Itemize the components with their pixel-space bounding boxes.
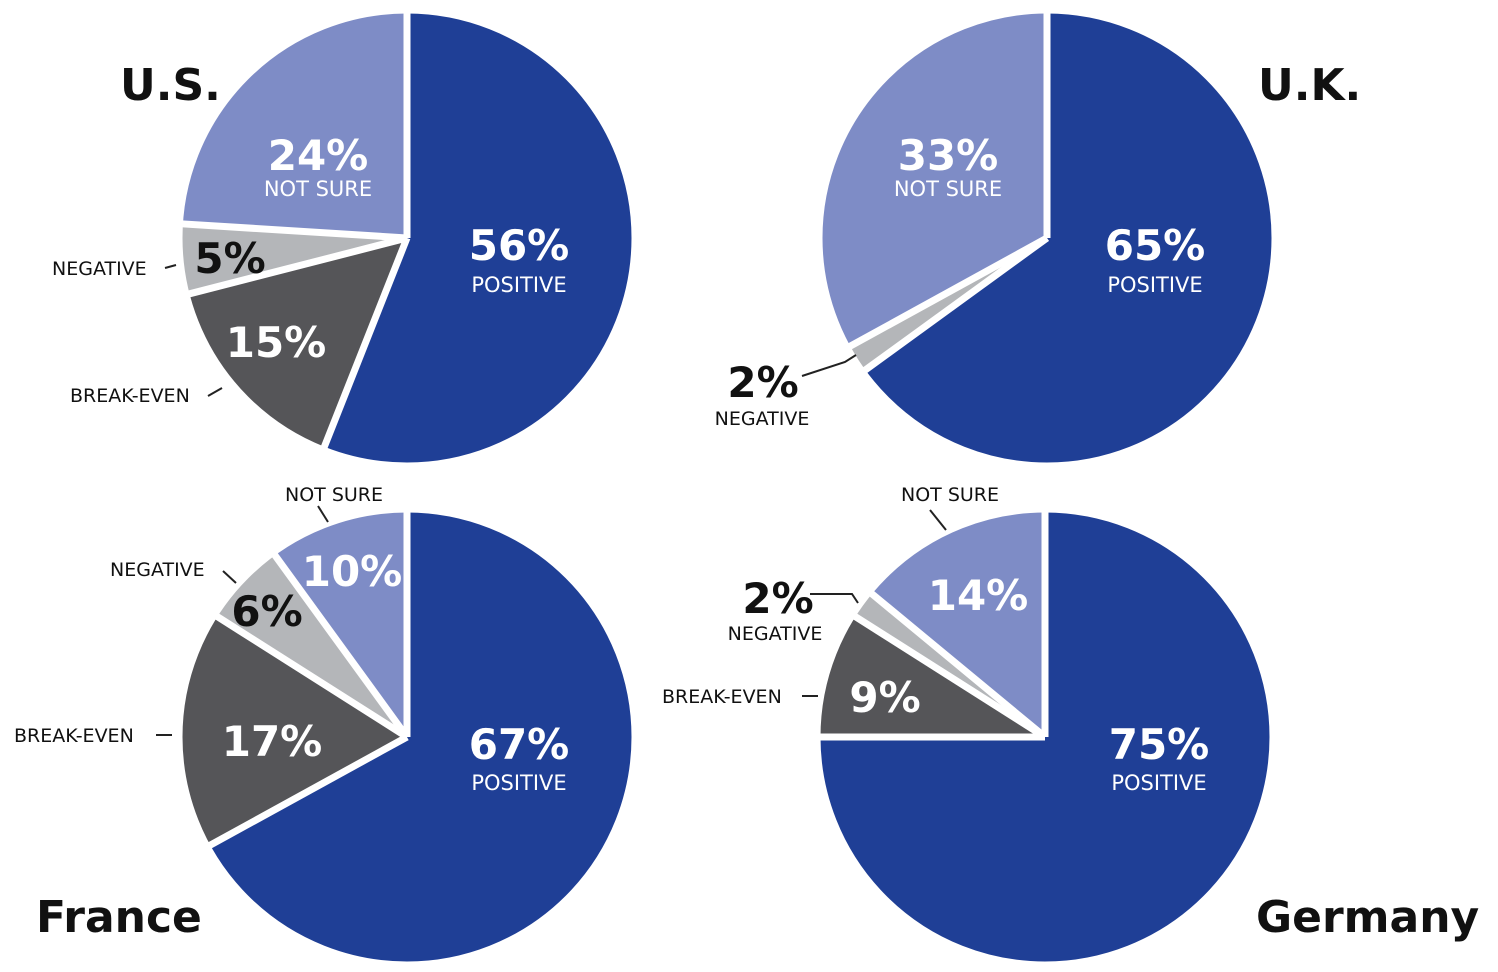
break-even-percent-label: 9% (849, 673, 920, 722)
negative-percent-label: 2% (742, 574, 813, 623)
negative-callout-label: NEGATIVE (110, 559, 205, 581)
country-title: Germany (1256, 892, 1479, 943)
slice-not-sure (820, 12, 1047, 347)
slice-positive (864, 12, 1273, 464)
pie-outline (179, 10, 635, 466)
positive-category-label: POSITIVE (1111, 771, 1206, 795)
slice-positive (208, 511, 633, 963)
negative-callout-label: NEGATIVE (715, 408, 810, 430)
positive-category-label: POSITIVE (1107, 273, 1202, 297)
positive-percent-label: 56% (469, 221, 570, 270)
slice-separator (850, 611, 1047, 740)
slice-not-sure (274, 511, 407, 737)
slice-positive (323, 12, 633, 465)
slice-separator (270, 550, 410, 740)
negative-callout-label: NEGATIVE (52, 258, 147, 280)
break-even-callout-label: BREAK-EVEN (14, 725, 134, 747)
slice-separator (860, 235, 1050, 375)
not-sure-callout-label: NOT SURE (901, 484, 999, 506)
country-title: France (36, 892, 202, 943)
pie-germany: Germany 75%POSITIVE 9% BREAK-EVEN 2%NEGATIVE… (662, 484, 1479, 965)
positive-category-label: POSITIVE (471, 771, 566, 795)
not-sure-leader-line (317, 505, 329, 523)
country-title: U.S. (120, 60, 221, 111)
negative-percent-label: 6% (231, 587, 302, 636)
pie-u-s: U.S. 56% POSITIVE 15% BREAK-EVEN 5% NEGATIVE 24… (52, 10, 635, 466)
not-sure-category-label: NOT SURE (894, 177, 1002, 201)
not-sure-callout-label: NOT SURE (285, 484, 383, 506)
break-even-leader-line (207, 387, 223, 397)
pie-outline (817, 509, 1273, 965)
slice-not-sure (870, 511, 1045, 737)
pie-outline (179, 509, 635, 965)
pie-france: France 67%POSITIVE 17% BREAK-EVEN 6% NEGATIVE… (14, 484, 635, 965)
slice-separator (845, 234, 1049, 351)
slice-separator (319, 236, 411, 452)
not-sure-leader-line (929, 509, 947, 531)
not-sure-percent-label: 14% (928, 571, 1029, 620)
slice-separator (212, 611, 409, 740)
positive-category-label: POSITIVE (471, 273, 566, 297)
pie-u-k: U.K. 65% POSITIVE 2%NEGATIVE 33%NOT SURE (715, 10, 1361, 466)
positive-percent-label: 67% (469, 720, 570, 769)
break-even-percent-label: 17% (222, 717, 323, 766)
break-even-callout-label: BREAK-EVEN (70, 385, 190, 407)
positive-percent-label: 65% (1105, 221, 1206, 270)
negative-callout-label: NEGATIVE (728, 623, 823, 645)
positive-percent-label: 75% (1109, 720, 1210, 769)
pie-outline (819, 10, 1275, 466)
not-sure-percent-label: 10% (302, 547, 403, 596)
negative-leader-line (164, 264, 177, 269)
slice-not-sure (181, 12, 407, 238)
not-sure-category-label: NOT SURE (264, 177, 372, 201)
slice-break-even (819, 615, 1045, 737)
negative-leader-line (810, 593, 859, 604)
break-even-callout-label: BREAK-EVEN (662, 686, 782, 708)
slice-break-even (180, 615, 407, 846)
slice-negative (216, 554, 407, 737)
slice-separator (205, 733, 409, 850)
not-sure-percent-label: 33% (898, 131, 999, 180)
negative-percent-label: 5% (194, 234, 265, 283)
slice-separator (867, 588, 1048, 740)
slice-break-even (188, 238, 407, 449)
slice-negative (181, 223, 407, 295)
break-even-percent-label: 15% (226, 318, 327, 367)
negative-leader-line (801, 354, 857, 377)
slice-separator (185, 234, 408, 299)
country-title: U.K. (1258, 60, 1361, 111)
not-sure-percent-label: 24% (268, 131, 369, 180)
negative-leader-line (222, 570, 237, 584)
slice-separator (179, 220, 408, 242)
negative-percent-label: 2% (727, 358, 798, 407)
